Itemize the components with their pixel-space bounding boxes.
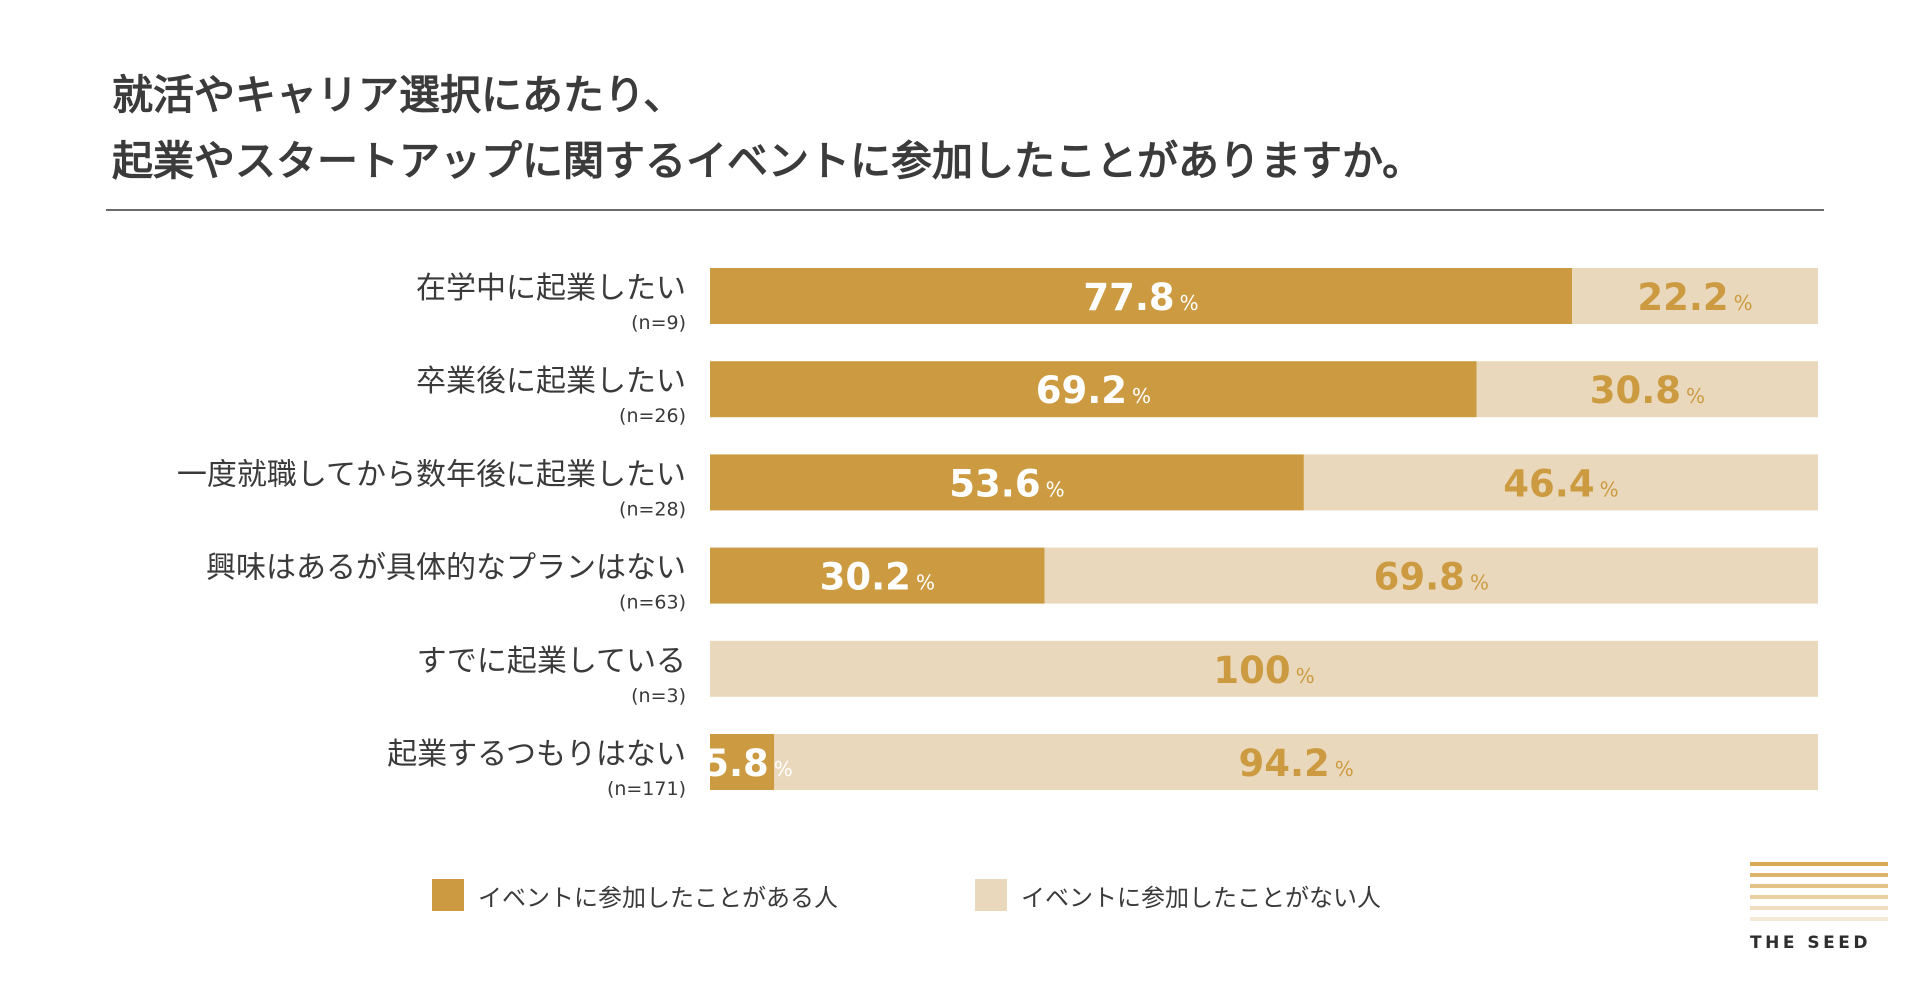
legend-label-participated: イベントに参加したことがある人 — [478, 883, 838, 912]
value-label-participated: 5.8% — [703, 742, 793, 785]
category-label: 起業するつもりはない — [387, 737, 686, 772]
title-line-1: 就活やキャリア選択にあたり、 — [112, 71, 685, 119]
legend-item-not-participated: イベントに参加したことがない人 — [975, 877, 1381, 913]
value-label-participated: 53.6% — [949, 462, 1064, 505]
bar-participated — [710, 547, 1045, 604]
value-label-not-participated: 94.2% — [1238, 742, 1353, 785]
sample-size-label: (n=28) — [619, 498, 686, 520]
chart-title: 就活やキャリア選択にあたり、 起業やスタートアップに関するイベントに参加したこと… — [112, 62, 1423, 194]
logo-stripe — [1750, 917, 1888, 921]
brand-name: THE SEED — [1750, 933, 1871, 953]
title-divider — [106, 209, 1824, 211]
category-label: 卒業後に起業したい — [416, 364, 686, 399]
title-line-2: 起業やスタートアップに関するイベントに参加したことがありますか。 — [112, 137, 1424, 185]
category-label: 在学中に起業したい — [416, 271, 686, 306]
bar-not-participated — [710, 640, 1818, 697]
logo-stripe — [1750, 862, 1888, 866]
sample-size-label: (n=3) — [631, 685, 686, 707]
value-label-not-participated: 100% — [1213, 649, 1314, 692]
category-label: 一度就職してから数年後に起業したい — [177, 457, 686, 492]
value-label-participated: 77.8% — [1083, 276, 1198, 319]
value-label-not-participated: 30.8% — [1590, 369, 1705, 412]
bar-participated — [710, 454, 1304, 511]
bar-participated — [710, 734, 775, 790]
sample-size-label: (n=63) — [619, 592, 686, 614]
bar-not-participated — [1044, 547, 1818, 604]
category-label: 興味はあるが具体的なプランはない — [206, 551, 686, 586]
sample-size-label: (n=171) — [607, 778, 686, 800]
legend-label-not-participated: イベントに参加したことがない人 — [1021, 883, 1381, 912]
legend-item-participated: イベントに参加したことがある人 — [432, 877, 838, 913]
bar-not-participated — [1572, 268, 1818, 324]
logo-stripe — [1750, 873, 1888, 877]
sample-size-label: (n=26) — [619, 405, 686, 427]
bar-not-participated — [1476, 361, 1818, 418]
bar-participated — [710, 361, 1477, 418]
legend-swatch-not-participated — [975, 879, 1007, 911]
value-label-participated: 69.2% — [1036, 369, 1151, 412]
logo-stripe — [1750, 884, 1888, 888]
category-label: すでに起業している — [417, 644, 686, 679]
value-label-not-participated: 22.2% — [1637, 276, 1752, 319]
sample-size-label: (n=9) — [631, 312, 686, 334]
value-label-participated: 30.2% — [820, 556, 935, 599]
bar-not-participated — [774, 734, 1819, 790]
value-label-not-participated: 69.8% — [1374, 556, 1489, 599]
logo-stripe — [1750, 906, 1888, 910]
bar-participated — [710, 268, 1573, 324]
bar-not-participated — [1303, 454, 1818, 511]
the-seed-logo: THE SEED — [1750, 862, 1888, 953]
logo-stripe — [1750, 895, 1888, 899]
legend-swatch-participated — [432, 879, 464, 911]
value-label-not-participated: 46.4% — [1503, 462, 1618, 505]
